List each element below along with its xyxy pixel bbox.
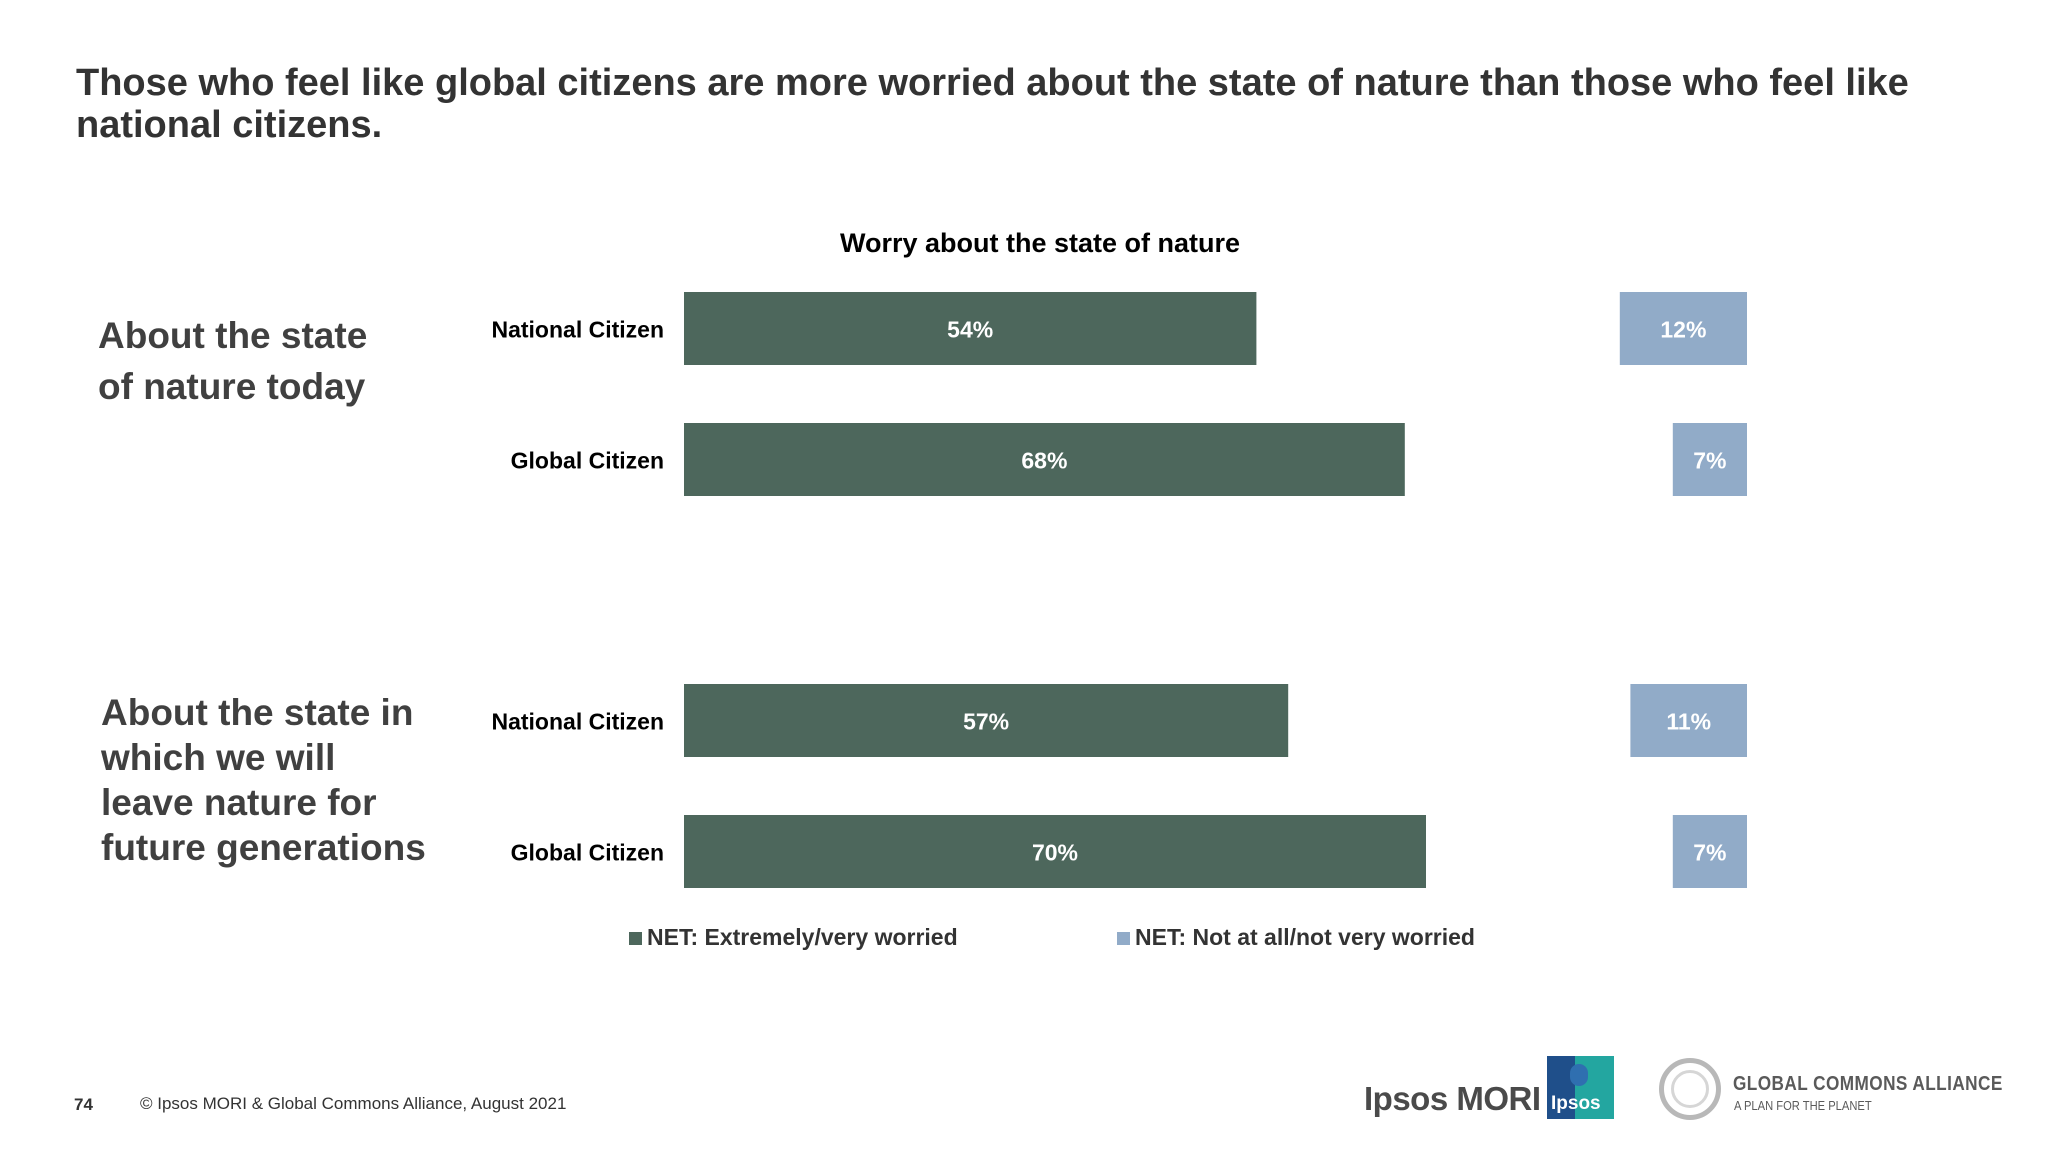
section-label-line: which we will xyxy=(101,737,336,778)
section-label-line: About the state xyxy=(98,315,368,356)
section-label-line: future generations xyxy=(101,827,426,868)
category-label: National Citizen xyxy=(491,317,664,343)
ipsos-badge-text: Ipsos xyxy=(1551,1093,1601,1114)
legend-swatch xyxy=(629,932,642,945)
gca-logo-name: GLOBAL COMMONS ALLIANCE xyxy=(1733,1073,2003,1095)
page-number: 74 xyxy=(74,1095,93,1114)
ipsos-mori-logo: Ipsos MORI xyxy=(1364,1080,1541,1117)
category-label: Global Citizen xyxy=(511,840,664,866)
gca-logo-tagline: A PLAN FOR THE PLANET xyxy=(1734,1098,1872,1113)
copyright-notice: © Ipsos MORI & Global Commons Alliance, … xyxy=(140,1094,567,1113)
data-label-worried: 57% xyxy=(963,709,1009,735)
data-label-not-worried: 12% xyxy=(1660,317,1706,343)
category-label: Global Citizen xyxy=(511,448,664,474)
gca-ring-logo-icon xyxy=(1659,1058,1721,1120)
legend-swatch xyxy=(1117,932,1130,945)
section-label-future-generations: About the state in which we will leave n… xyxy=(101,690,441,870)
slide-headline: Those who feel like global citizens are … xyxy=(76,62,1909,146)
section-label-line: of nature today xyxy=(98,366,366,407)
data-label-not-worried: 11% xyxy=(1666,709,1711,735)
bar-extremely-very-worried xyxy=(684,423,1405,496)
data-label-worried: 70% xyxy=(1032,840,1078,866)
data-label-not-worried: 7% xyxy=(1693,448,1726,474)
bar-extremely-very-worried xyxy=(684,684,1289,757)
data-label-worried: 68% xyxy=(1021,448,1067,474)
data-label-not-worried: 7% xyxy=(1693,840,1726,866)
category-label: National Citizen xyxy=(491,709,664,735)
data-label-worried: 54% xyxy=(947,317,993,343)
bar-not-very-worried xyxy=(1672,423,1747,496)
chart-title: Worry about the state of nature xyxy=(840,228,1240,258)
section-label-line: leave nature for xyxy=(101,782,377,823)
ipsos-badge-logo: Ipsos xyxy=(1547,1056,1614,1119)
legend-label: NET: Not at all/not very worried xyxy=(1135,924,1475,950)
legend-label: NET: Extremely/very worried xyxy=(647,924,958,950)
bar-extremely-very-worried xyxy=(684,292,1257,365)
bar-not-very-worried xyxy=(1619,292,1747,365)
bar-not-very-worried xyxy=(1630,684,1747,757)
bar-extremely-very-worried xyxy=(684,815,1426,888)
bar-not-very-worried xyxy=(1672,815,1747,888)
section-label-line: About the state in xyxy=(101,692,414,733)
section-label-nature-today: About the state of nature today xyxy=(98,310,418,412)
